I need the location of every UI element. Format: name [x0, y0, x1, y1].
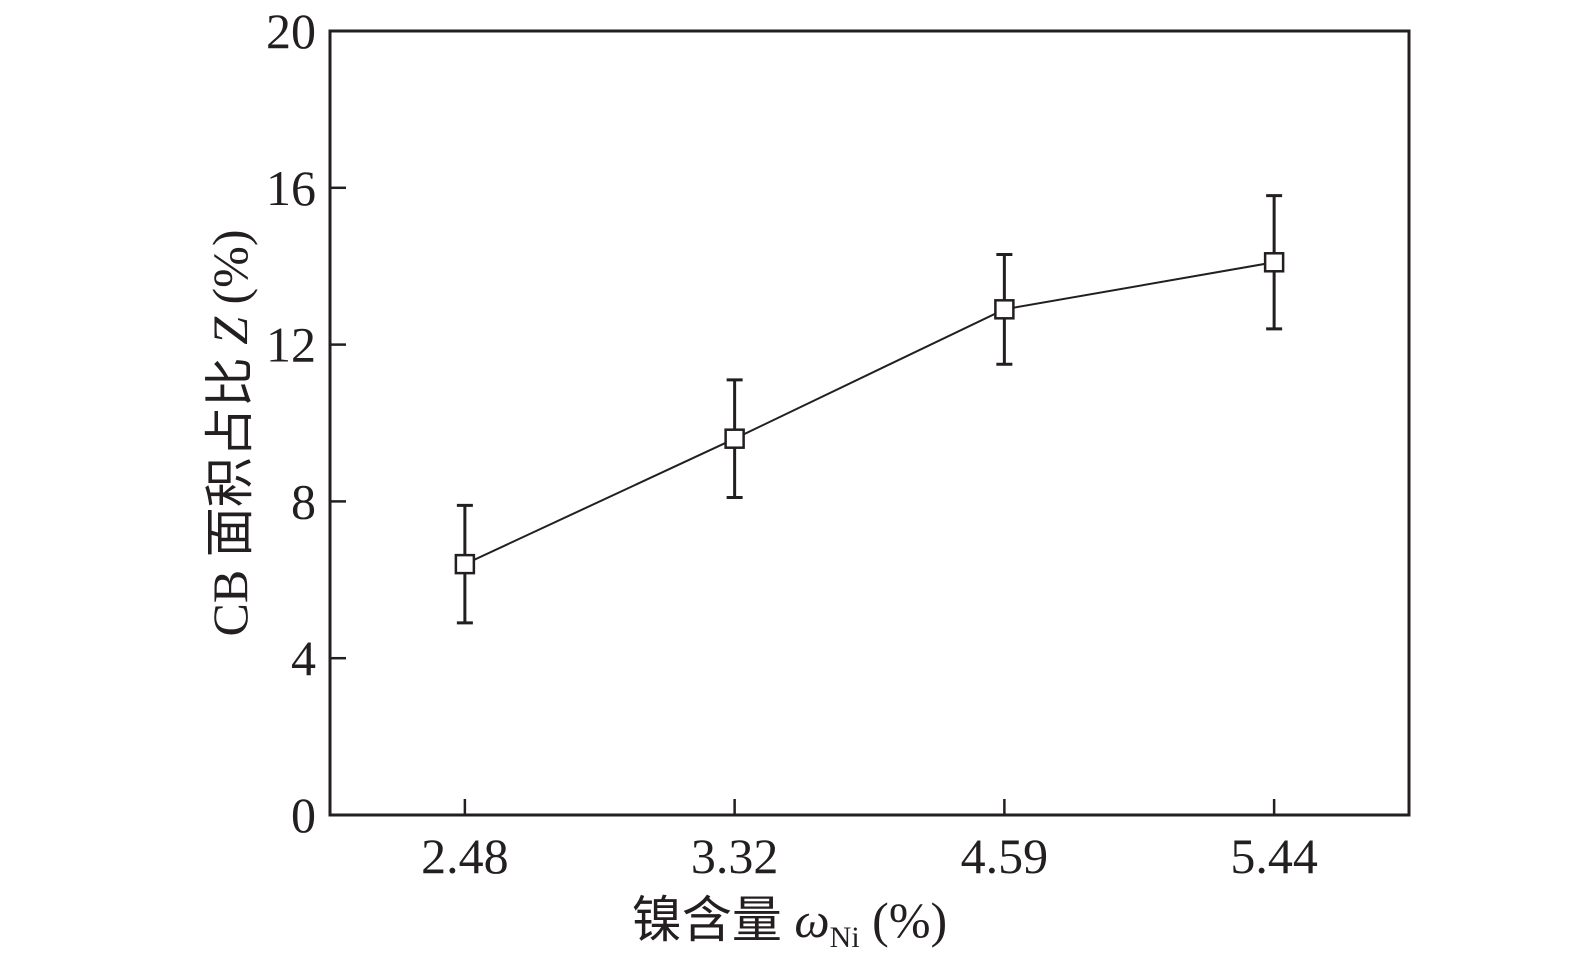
- y-tick-label-12: 12: [266, 317, 316, 373]
- y-axis-label-unit: (%): [202, 230, 258, 317]
- y-axis-ticks: 0 4 8 12 16 20: [266, 3, 346, 843]
- y-axis-label-text: CB 面积占比: [202, 345, 258, 637]
- y-tick-label-16: 16: [266, 160, 316, 216]
- plot-frame: [328, 29, 1411, 817]
- data-point-4.59: [994, 299, 1015, 320]
- y-tick-label-0: 0: [291, 787, 316, 843]
- series-line-0: [464, 261, 1275, 566]
- y-tick-label-4: 4: [291, 630, 316, 686]
- x-axis-label: 镍含量 ωNi (%): [632, 892, 947, 954]
- y-tick-label-20: 20: [266, 3, 316, 59]
- x-axis-label-text: 镍含量: [632, 892, 795, 948]
- x-axis-ticks: 2.48 3.32 4.59 5.44: [421, 799, 1318, 884]
- y-axis-label-symbol: Z: [202, 316, 258, 345]
- x-axis-label-subscript: Ni: [830, 921, 860, 954]
- y-tick-label-8: 8: [291, 473, 316, 529]
- data-point-5.44: [1263, 252, 1285, 273]
- x-tick-label-5.44: 5.44: [1230, 828, 1318, 884]
- series-group: [454, 194, 1285, 625]
- y-axis-label: CB 面积占比 Z (%): [202, 230, 258, 637]
- x-axis-label-unit: (%): [860, 892, 947, 948]
- data-point-3.32: [724, 428, 745, 449]
- x-tick-label-2.48: 2.48: [421, 828, 509, 884]
- x-axis-label-symbol: ω: [794, 892, 829, 948]
- x-tick-label-4.59: 4.59: [961, 828, 1049, 884]
- x-tick-label-3.32: 3.32: [691, 828, 779, 884]
- data-point-2.48: [454, 553, 476, 575]
